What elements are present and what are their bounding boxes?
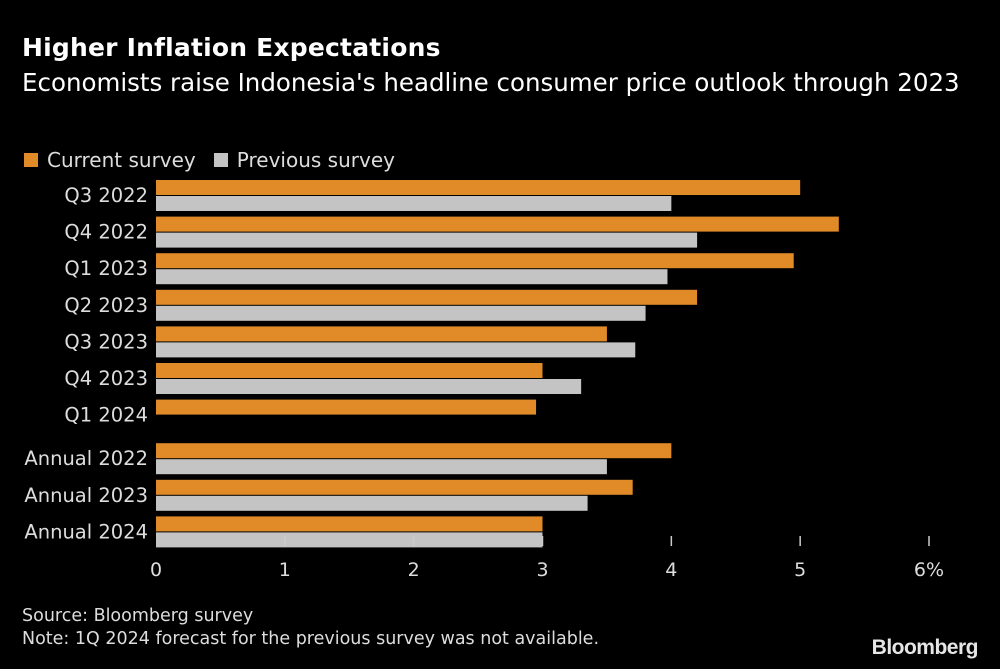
x-axis: 0 1 2 3 4 5 6% xyxy=(150,536,944,581)
legend-swatch-previous xyxy=(213,153,228,167)
bar-current-q1-2023 xyxy=(156,253,794,269)
category-label: Q3 2023 xyxy=(64,330,148,353)
category-label: Q4 2022 xyxy=(64,221,148,244)
bar-previous-annual-2024 xyxy=(156,532,543,548)
category-label: Q4 2023 xyxy=(64,367,148,390)
bar-previous-annual-2023 xyxy=(156,495,588,511)
bar-current-q1-2024 xyxy=(156,399,537,415)
legend-item-current: Current survey xyxy=(24,148,196,172)
bar-current-annual-2023 xyxy=(156,479,633,495)
footer: Source: Bloomberg survey Note: 1Q 2024 f… xyxy=(22,605,599,651)
bar-current-q3-2022 xyxy=(156,180,801,195)
x-tick-label: 0 xyxy=(150,559,162,581)
x-tick-label: 6% xyxy=(914,559,944,581)
bar-previous-annual-2022 xyxy=(156,459,607,475)
legend-label-current: Current survey xyxy=(47,148,196,172)
category-label: Annual 2024 xyxy=(24,520,148,543)
bar-current-annual-2022 xyxy=(156,443,672,459)
chart-subtitle: Economists raise Indonesia's headline co… xyxy=(22,68,960,97)
bar-previous-q2-2023 xyxy=(156,305,646,321)
category-label: Annual 2022 xyxy=(24,447,148,470)
legend-item-previous: Previous survey xyxy=(213,148,395,172)
x-tick-label: 3 xyxy=(536,559,548,581)
bar-previous-q4-2023 xyxy=(156,379,582,394)
bar-previous-q1-2023 xyxy=(156,269,668,285)
x-tick-label: 5 xyxy=(794,559,806,581)
bar-current-q4-2022 xyxy=(156,216,839,232)
bars-group xyxy=(156,180,839,548)
category-label: Q2 2023 xyxy=(64,294,148,317)
bar-current-annual-2024 xyxy=(156,516,543,532)
footnote: Note: 1Q 2024 forecast for the previous … xyxy=(22,629,600,649)
bar-current-q3-2023 xyxy=(156,326,607,342)
legend-swatch-current xyxy=(24,153,38,167)
bar-previous-q3-2022 xyxy=(156,196,672,211)
category-label: Q1 2024 xyxy=(64,404,148,427)
x-tick-label: 4 xyxy=(665,559,677,581)
category-label: Q3 2022 xyxy=(64,184,148,207)
bar-current-q2-2023 xyxy=(156,289,698,305)
x-tick-label: 2 xyxy=(408,559,420,581)
category-label: Q1 2023 xyxy=(64,257,148,280)
bar-previous-q3-2023 xyxy=(156,342,636,358)
chart-title: Higher Inflation Expectations xyxy=(22,33,441,62)
x-tick-label: 1 xyxy=(279,559,291,581)
legend-label-previous: Previous survey xyxy=(236,148,395,172)
source-note: Source: Bloomberg survey xyxy=(22,606,254,626)
bloomberg-logo: Bloomberg xyxy=(871,636,979,659)
bar-previous-q4-2022 xyxy=(156,232,698,248)
category-label: Annual 2023 xyxy=(24,484,148,507)
bar-current-q4-2023 xyxy=(156,363,543,378)
legend: Current survey Previous survey xyxy=(24,148,395,172)
category-labels: Q3 2022 Q4 2022 Q1 2023 Q2 2023 Q3 2023 Q4 20… xyxy=(24,184,148,543)
